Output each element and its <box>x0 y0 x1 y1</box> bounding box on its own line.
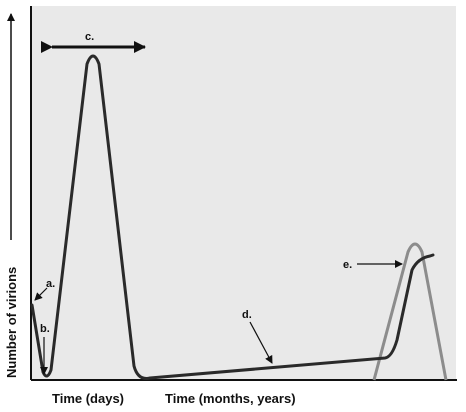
annotation-d-arrow <box>249 321 273 364</box>
y-axis-label: Number of virions <box>4 267 19 378</box>
annotation-d-label: d. <box>242 309 252 321</box>
annotation-a-label: a. <box>46 278 55 290</box>
x-axis-label-years: Time (months, years) <box>165 391 296 406</box>
curve-gray <box>372 242 448 381</box>
curve-dark <box>30 54 435 380</box>
annotation-b-label: b. <box>40 323 50 335</box>
x-axis-label-days: Time (days) <box>52 391 124 406</box>
annotation-a-arrow <box>34 287 48 301</box>
annotation-c-label: c. <box>85 31 94 43</box>
plot-area <box>31 6 456 379</box>
annotation-e-label: e. <box>343 259 352 271</box>
